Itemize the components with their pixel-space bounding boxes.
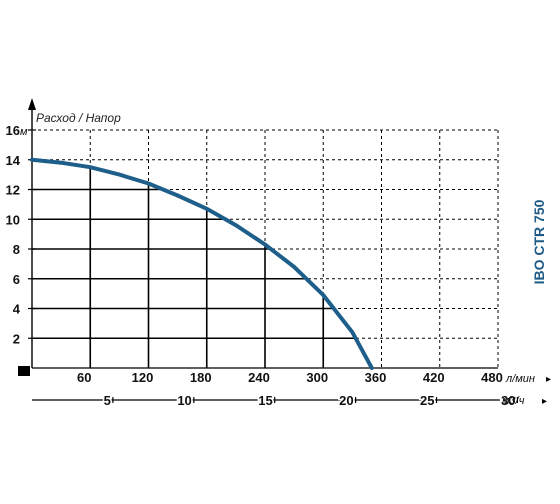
y-tick-label: 10 xyxy=(6,212,20,227)
y-tick-label: 2 xyxy=(13,331,20,346)
x-arrow-icon: ▸ xyxy=(546,374,551,385)
x-tick-label: 480 xyxy=(481,370,503,385)
x-tick-label: 180 xyxy=(190,370,212,385)
model-label: IBO CTR 750 xyxy=(531,199,547,284)
origin-square-icon xyxy=(18,366,30,376)
x2-tick-label: 15 xyxy=(258,393,272,408)
chart-title: Расход / Напор xyxy=(36,111,121,125)
x2-unit: м3/ч xyxy=(502,395,525,407)
x-tick-label: 60 xyxy=(77,370,91,385)
x2-tick-label: 5 xyxy=(104,393,111,408)
y-axis-arrow-icon xyxy=(28,98,36,110)
y-tick-label: 4 xyxy=(13,302,21,317)
y-tick-label: 16 xyxy=(6,123,20,138)
y-tick-label: 12 xyxy=(6,183,20,198)
x-tick-label: 420 xyxy=(423,370,445,385)
x2-tick-label: 10 xyxy=(177,393,191,408)
x-tick-label: 120 xyxy=(132,370,154,385)
x-tick-label: 240 xyxy=(248,370,270,385)
y-tick-label: 8 xyxy=(13,242,20,257)
y-tick-label: 6 xyxy=(13,272,20,287)
x2-tick-label: 25 xyxy=(420,393,434,408)
y-tick-label: 14 xyxy=(6,153,21,168)
head-flow-curve xyxy=(30,157,374,370)
x-tick-label: 300 xyxy=(306,370,328,385)
y-unit: м xyxy=(20,126,28,138)
x-tick-label: 360 xyxy=(365,370,387,385)
x2-tick-label: 20 xyxy=(339,393,353,408)
x-unit: л/мин xyxy=(505,373,535,385)
x2-arrow-icon: ▸ xyxy=(542,396,547,407)
x2-tick-label: 30 xyxy=(501,393,515,408)
